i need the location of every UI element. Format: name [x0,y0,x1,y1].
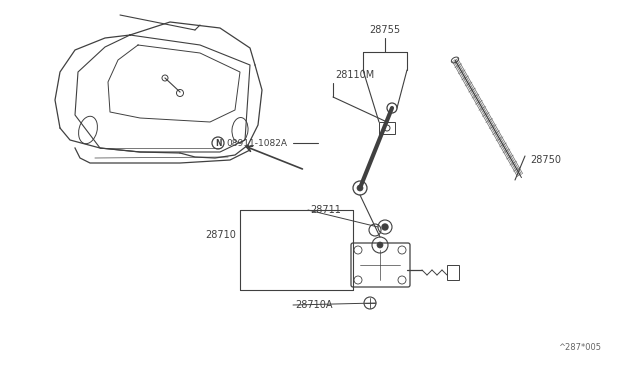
Text: 08911-1082A: 08911-1082A [226,138,287,148]
Text: 28755: 28755 [369,25,401,35]
Circle shape [377,242,383,248]
Text: 28110M: 28110M [335,70,374,80]
Text: 28710A: 28710A [295,300,333,310]
Text: 28750: 28750 [530,155,561,165]
Text: N: N [215,138,221,148]
Text: 28711: 28711 [310,205,341,215]
Text: ^287*005: ^287*005 [558,343,601,353]
Bar [379,122,395,134]
Text: 28710: 28710 [205,230,236,240]
Circle shape [212,137,224,149]
Circle shape [357,185,363,191]
Bar [447,265,459,280]
Circle shape [382,224,388,230]
